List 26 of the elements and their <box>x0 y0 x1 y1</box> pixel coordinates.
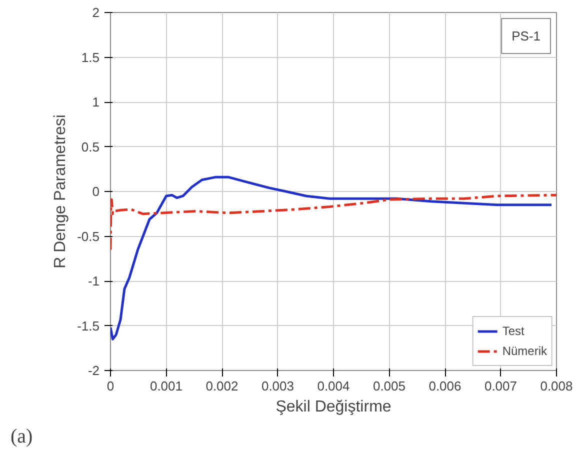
y-tick-label: 0.5 <box>81 139 100 154</box>
x-tick-label: 0.001 <box>150 378 183 394</box>
y-tick-label: -1 <box>88 274 100 288</box>
legend-label: Test <box>502 324 524 338</box>
y-axis-title: R Denge Parametresi <box>52 114 70 268</box>
y-tick-label: -0.5 <box>77 228 100 244</box>
text: (a) <box>10 426 33 448</box>
x-tick-label: 0.005 <box>372 378 406 394</box>
line-series <box>110 176 553 340</box>
annotation: PS-1 <box>512 28 541 44</box>
x-axis-title: Şekil Değiştirme <box>276 398 392 416</box>
x-tick-label: 0.004 <box>317 378 350 394</box>
legend-label: Nümerik <box>502 344 547 358</box>
x-tick-label: 0.008 <box>540 378 573 394</box>
y-tick-label: 2 <box>92 5 100 20</box>
y-tick-label: 0 <box>92 184 100 199</box>
line-series <box>110 194 556 251</box>
x-tick-label: 0 <box>106 378 114 394</box>
x-tick-label: 0.007 <box>484 378 518 394</box>
x-tick-label: 0.002 <box>206 378 238 394</box>
y-tick-label: 1 <box>92 94 100 110</box>
x-tick-label: 0.003 <box>261 378 294 394</box>
y-tick-label: 1.5 <box>81 50 100 65</box>
y-tick-label: -2 <box>88 363 100 378</box>
x-tick-label: 0.006 <box>428 378 462 394</box>
y-tick-label: -1.5 <box>77 318 100 334</box>
